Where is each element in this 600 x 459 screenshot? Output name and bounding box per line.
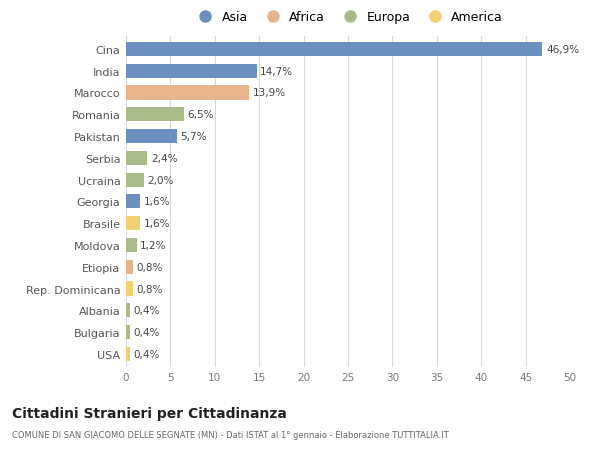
Bar [126, 282, 133, 296]
Bar [126, 43, 542, 57]
Bar [126, 195, 140, 209]
Bar [126, 108, 184, 122]
Bar [126, 303, 130, 318]
Text: 1,6%: 1,6% [144, 197, 170, 207]
Text: 6,5%: 6,5% [187, 110, 214, 120]
Text: 13,9%: 13,9% [253, 88, 286, 98]
Text: 46,9%: 46,9% [546, 45, 579, 55]
Bar [126, 173, 144, 187]
Bar [126, 325, 130, 340]
Text: 5,7%: 5,7% [180, 132, 206, 142]
Text: 0,8%: 0,8% [137, 284, 163, 294]
Bar [126, 347, 130, 361]
Legend: Asia, Africa, Europa, America: Asia, Africa, Europa, America [193, 11, 503, 24]
Bar [126, 238, 137, 252]
Bar [126, 86, 250, 101]
Text: 0,4%: 0,4% [133, 306, 160, 316]
Text: 0,4%: 0,4% [133, 327, 160, 337]
Text: 0,4%: 0,4% [133, 349, 160, 359]
Text: 14,7%: 14,7% [260, 67, 293, 77]
Text: 1,2%: 1,2% [140, 241, 167, 251]
Text: COMUNE DI SAN GIACOMO DELLE SEGNATE (MN) - Dati ISTAT al 1° gennaio - Elaborazio: COMUNE DI SAN GIACOMO DELLE SEGNATE (MN)… [12, 431, 449, 440]
Bar [126, 260, 133, 274]
Text: 2,0%: 2,0% [148, 175, 173, 185]
Bar [126, 151, 148, 166]
Text: 0,8%: 0,8% [137, 262, 163, 272]
Text: 2,4%: 2,4% [151, 153, 178, 163]
Bar [126, 129, 176, 144]
Text: 1,6%: 1,6% [144, 218, 170, 229]
Bar [126, 217, 140, 231]
Bar [126, 64, 257, 78]
Text: Cittadini Stranieri per Cittadinanza: Cittadini Stranieri per Cittadinanza [12, 406, 287, 420]
